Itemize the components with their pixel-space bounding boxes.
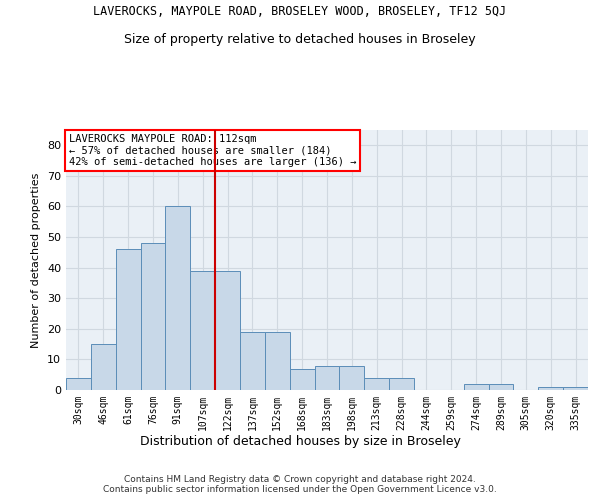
Bar [215,270,240,390]
Bar [563,387,588,390]
Y-axis label: Number of detached properties: Number of detached properties [31,172,41,348]
Bar [290,368,314,390]
Bar [340,366,364,390]
Bar [389,378,414,390]
Bar [240,332,265,390]
Text: LAVEROCKS, MAYPOLE ROAD, BROSELEY WOOD, BROSELEY, TF12 5QJ: LAVEROCKS, MAYPOLE ROAD, BROSELEY WOOD, … [94,5,506,18]
Bar [364,378,389,390]
Bar [190,270,215,390]
Text: Contains HM Land Registry data © Crown copyright and database right 2024.
Contai: Contains HM Land Registry data © Crown c… [103,475,497,494]
Text: Distribution of detached houses by size in Broseley: Distribution of detached houses by size … [140,435,460,448]
Bar [464,384,488,390]
Bar [166,206,190,390]
Bar [538,387,563,390]
Bar [116,250,140,390]
Text: Size of property relative to detached houses in Broseley: Size of property relative to detached ho… [124,32,476,46]
Bar [314,366,340,390]
Bar [91,344,116,390]
Bar [265,332,290,390]
Bar [66,378,91,390]
Bar [488,384,514,390]
Text: LAVEROCKS MAYPOLE ROAD: 112sqm
← 57% of detached houses are smaller (184)
42% of: LAVEROCKS MAYPOLE ROAD: 112sqm ← 57% of … [68,134,356,167]
Bar [140,243,166,390]
